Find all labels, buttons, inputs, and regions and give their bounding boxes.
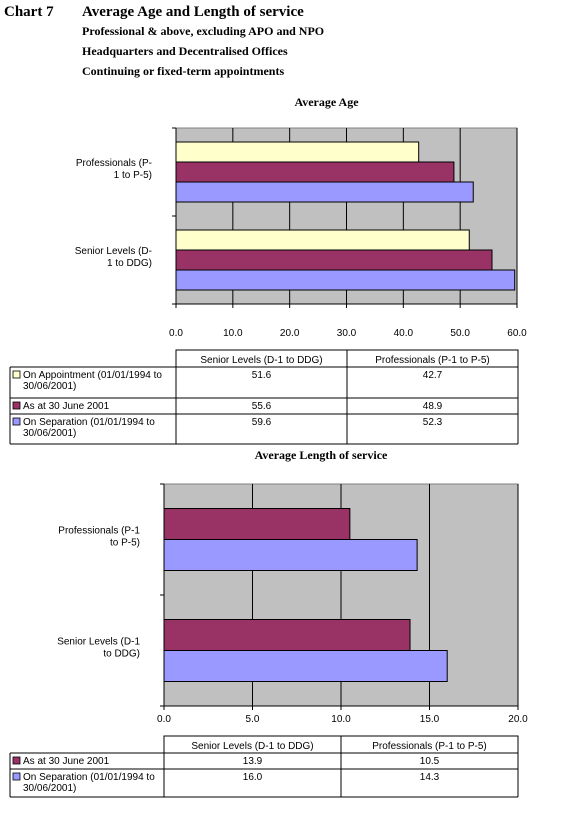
chart1-legend-label: On Appointment (01/01/1994 to: [23, 370, 162, 381]
chart2-bar: [163, 508, 351, 540]
chart1-x-tick-label: 40.0: [394, 328, 414, 339]
chart2-category-label: Senior Levels (D-1: [57, 637, 140, 648]
chart1-x-tick-label: 10.0: [223, 328, 243, 339]
chart1-bar: [175, 229, 470, 251]
chart2-x-tick-label: 5.0: [246, 714, 260, 725]
chart2-category-label: to P-5): [110, 538, 140, 549]
chart2-x-tick-label: 15.0: [420, 714, 440, 725]
chart1-legend-key: [12, 401, 21, 410]
chart1-category-label: Professionals (P-: [76, 158, 152, 169]
chart1-x-tick-label: 60.0: [507, 328, 527, 339]
chart1-x-tick-label: 30.0: [337, 328, 357, 339]
chart1-table-header: Senior Levels (D-1 to DDG): [200, 355, 322, 366]
chart1-category-label: 1 to DDG): [107, 258, 152, 269]
chart2-x-tick-label: 0.0: [157, 714, 171, 725]
chart1-legend-label: 30/06/2001): [23, 381, 76, 392]
chart1-bar: [175, 249, 493, 271]
chart2-bar: [163, 619, 411, 651]
chart2-table-header: Professionals (P-1 to P-5): [372, 741, 487, 752]
chart-number: Chart 7: [4, 4, 54, 20]
chart2-category-label: Professionals (P-1: [58, 526, 140, 537]
chart2-data-label: 13.9: [243, 756, 263, 767]
chart1-bar: [175, 181, 474, 203]
chart1-legend-key: [12, 370, 21, 379]
chart2-bar: [163, 539, 418, 571]
chart1-legend-label: 30/06/2001): [23, 428, 76, 439]
chart1-legend-label: On Separation (01/01/1994 to: [23, 417, 155, 428]
chart1-legend-label: As at 30 June 2001: [23, 401, 110, 412]
chart2-table-header: Senior Levels (D-1 to DDG): [191, 741, 313, 752]
chart1-bar: [175, 141, 420, 163]
chart2-category-label: to DDG): [103, 649, 140, 660]
chart1-category-label: 1 to P-5): [114, 170, 152, 181]
chart1-data-label: 52.3: [423, 417, 443, 428]
chart1-data-label: 59.6: [252, 417, 272, 428]
chart2-data-label: 16.0: [243, 772, 263, 783]
chart1-x-tick-label: 20.0: [280, 328, 300, 339]
chart1-x-tick-label: 0.0: [169, 328, 183, 339]
chart2-legend-key: [12, 772, 21, 781]
chart2-data-label: 14.3: [420, 772, 440, 783]
chart1-table-header: Professionals (P-1 to P-5): [375, 355, 490, 366]
chart1-legend-key: [12, 417, 21, 426]
chart1-data-label: 51.6: [252, 370, 272, 381]
chart2-legend-label: 30/06/2001): [23, 783, 76, 794]
subtitle-scope: Professional & above, excluding APO and …: [82, 24, 325, 38]
page-title: Average Age and Length of service: [82, 4, 304, 20]
chart1-title: Average Age: [294, 95, 359, 109]
chart2-legend-key: [12, 756, 21, 765]
chart2-title: Average Length of service: [255, 448, 388, 462]
subtitle-appointments: Continuing or fixed-term appointments: [82, 64, 285, 78]
report-header: Chart 7 Average Age and Length of servic…: [0, 0, 570, 90]
chart2-legend-label: As at 30 June 2001: [23, 756, 110, 767]
chart2-data-label: 10.5: [420, 756, 440, 767]
chart1-bar: [175, 161, 455, 183]
subtitle-offices: Headquarters and Decentralised Offices: [82, 44, 288, 58]
chart1-data-label: 55.6: [252, 401, 272, 412]
chart1-data-label: 48.9: [423, 401, 443, 412]
chart2-x-tick-label: 20.0: [508, 714, 528, 725]
chart1-bar: [175, 269, 516, 291]
chart1-category-label: Senior Levels (D-: [75, 246, 152, 257]
chart1-x-tick-label: 50.0: [450, 328, 470, 339]
chart2-legend-label: On Separation (01/01/1994 to: [23, 772, 155, 783]
chart2-bar: [163, 650, 448, 682]
chart1-data-label: 42.7: [423, 370, 443, 381]
chart2-x-tick-label: 10.0: [331, 714, 351, 725]
